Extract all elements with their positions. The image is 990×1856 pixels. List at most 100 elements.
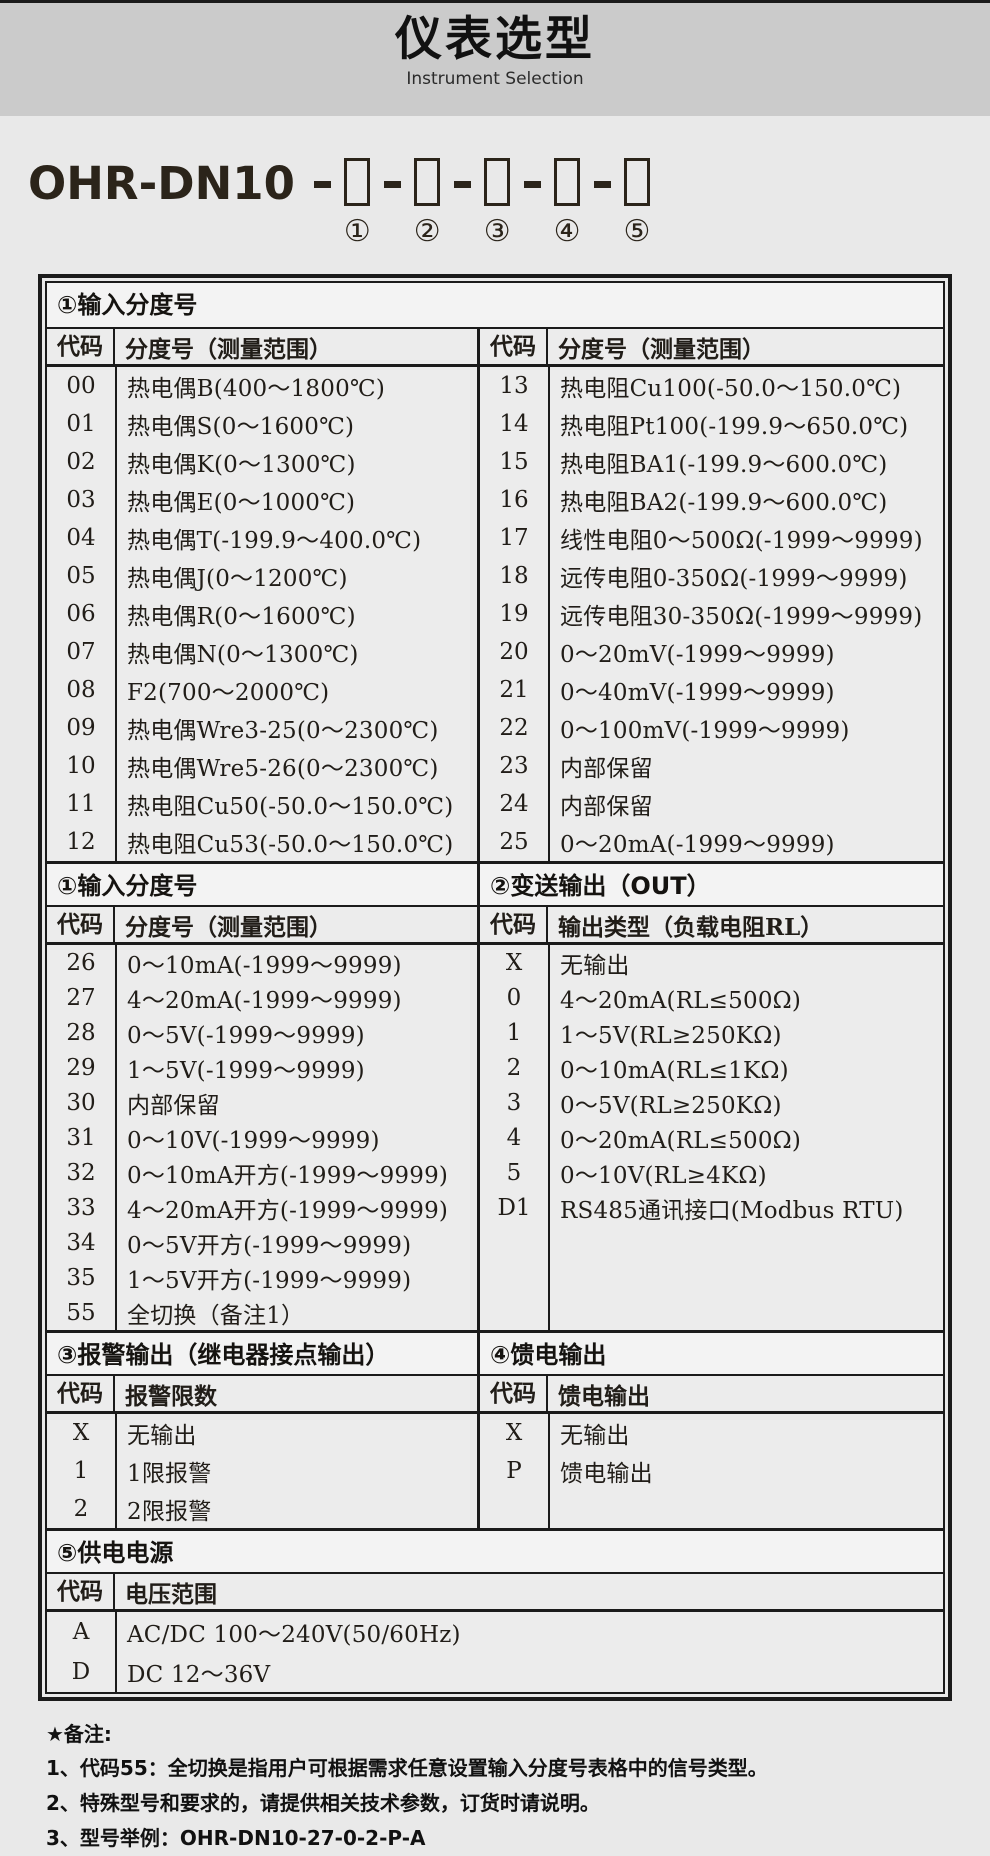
model-code-box-4 xyxy=(554,158,581,206)
range-cell: 0～10mA(-1999～9999) xyxy=(127,952,402,979)
table-row: 12 热电阻Cu53(-50.0～150.0℃) xyxy=(47,823,477,861)
code-cell: 0 xyxy=(506,984,522,1011)
range-cell: 热电偶K(0～1300℃) xyxy=(127,452,356,478)
code-cell: 27 xyxy=(66,984,96,1011)
range-header: 分度号（测量范围） xyxy=(125,913,332,941)
output-type-cell: 0～20mA(RL≤500Ω) xyxy=(560,1127,802,1154)
table-row: 4 0～20mA(RL≤500Ω) xyxy=(480,1120,943,1155)
code-cell: 5 xyxy=(506,1159,522,1186)
table-row: 3 0～5V(RL≥250KΩ) xyxy=(480,1085,943,1120)
code-cell: 03 xyxy=(66,487,96,513)
column-headers: 代码 电压范围 xyxy=(47,1574,943,1612)
position-number-1: ① xyxy=(343,214,371,249)
code-cell: 07 xyxy=(66,639,96,665)
code-cell: 1 xyxy=(506,1019,522,1046)
table-row: 31 0～10V(-1999～9999) xyxy=(47,1120,477,1155)
range-header: 分度号（测量范围） xyxy=(558,335,765,363)
range-cell: 热电阻BA1(-199.9～600.0℃) xyxy=(560,452,888,478)
output-type-header: 输出类型（负载电阻RL） xyxy=(558,913,824,941)
section-3-right-title: ④馈电输出 xyxy=(490,1341,607,1369)
range-header: 分度号（测量范围） xyxy=(125,335,332,363)
dash xyxy=(313,181,331,188)
table-row: 29 1～5V(-1999～9999) xyxy=(47,1050,477,1085)
section-2-left-title: ①输入分度号 xyxy=(47,864,480,905)
range-cell: 内部保留 xyxy=(560,794,653,820)
range-cell: 热电偶J(0～1200℃) xyxy=(127,566,348,592)
model-slot-5: ⑤ xyxy=(624,158,650,248)
code-cell: 16 xyxy=(499,487,529,513)
range-cell: 全切换（备注1） xyxy=(127,1302,305,1329)
range-cell: 热电阻Cu50(-50.0～150.0℃) xyxy=(127,794,454,820)
page-subtitle: Instrument Selection xyxy=(406,69,584,89)
code-cell: 29 xyxy=(66,1054,96,1081)
section-transmit-output: ①输入分度号 ②变送输出（OUT） 代码 分度号（测量范围） xyxy=(47,861,943,1330)
table-row: 18 远传电阻0-350Ω(-1999～9999) xyxy=(480,557,943,595)
output-type-cell: 0～10mA(RL≤1KΩ) xyxy=(560,1057,789,1084)
range-cell: F2(700～2000℃) xyxy=(127,680,330,706)
column-headers: 代码 分度号（测量范围） xyxy=(480,329,943,367)
code-cell: 23 xyxy=(499,753,529,779)
range-cell: 热电偶N(0～1300℃) xyxy=(127,642,359,668)
range-cell: 热电偶S(0～1600℃) xyxy=(127,414,355,440)
remarks: ★备注: 1、代码55：全切换是指用户可根据需求任意设置输入分度号表格中的信号类… xyxy=(46,1717,950,1856)
model-code-box-2 xyxy=(414,158,441,206)
code-cell: X xyxy=(72,1420,90,1446)
range-cell: 4～20mA(-1999～9999) xyxy=(127,987,402,1014)
table-row: 35 1～5V开方(-1999～9999) xyxy=(47,1260,477,1295)
remarks-title: ★备注: xyxy=(46,1722,112,1746)
table-row: X 无输出 xyxy=(47,1414,477,1452)
code-header: 代码 xyxy=(480,1376,548,1411)
table-row: 00 热电偶B(400～1800℃) xyxy=(47,367,477,405)
code-header: 代码 xyxy=(47,329,115,364)
feed-output-header: 馈电输出 xyxy=(558,1382,650,1410)
range-cell: 内部保留 xyxy=(127,1092,220,1119)
voltage-range-cell: DC 12～36V xyxy=(127,1662,271,1688)
code-header: 代码 xyxy=(47,1574,115,1609)
code-cell: 26 xyxy=(66,949,96,976)
column-headers: 代码 分度号（测量范围） xyxy=(47,329,477,367)
range-cell: 远传电阻30-350Ω(-1999～9999) xyxy=(560,604,923,630)
code-cell: 30 xyxy=(66,1089,96,1116)
table-row: 07 热电偶N(0～1300℃) xyxy=(47,633,477,671)
table-row: 22 0～100mV(-1999～9999) xyxy=(480,709,943,747)
table-row: 16 热电阻BA2(-199.9～600.0℃) xyxy=(480,481,943,519)
code-cell: 24 xyxy=(499,791,529,817)
section-input-graduation: ①输入分度号 代码 分度号（测量范围） 00 热电偶B(400～ xyxy=(47,283,943,861)
code-cell: 34 xyxy=(66,1229,96,1256)
column-headers: 代码 报警限数 xyxy=(47,1376,477,1414)
code-cell: 11 xyxy=(66,791,96,817)
code-cell: P xyxy=(506,1458,522,1484)
table-row: 03 热电偶E(0～1000℃) xyxy=(47,481,477,519)
table-row: 21 0～40mV(-1999～9999) xyxy=(480,671,943,709)
table-row: D1 RS485通讯接口(Modbus RTU) xyxy=(480,1190,943,1225)
code-cell: 35 xyxy=(66,1264,96,1291)
code-cell: 4 xyxy=(506,1124,522,1151)
code-cell: 28 xyxy=(66,1019,96,1046)
model-code-box-3 xyxy=(484,158,511,206)
output-type-cell: 0～10V(RL≥4KΩ) xyxy=(560,1162,767,1189)
code-cell: 19 xyxy=(499,601,529,627)
range-cell: 热电偶T(-199.9～400.0℃) xyxy=(127,528,422,554)
column-headers: 代码 馈电输出 xyxy=(480,1376,943,1414)
alarm-limit-cell: 无输出 xyxy=(127,1423,197,1449)
code-cell: 31 xyxy=(66,1124,96,1151)
table-row: 30 内部保留 xyxy=(47,1085,477,1120)
range-cell: 热电偶E(0～1000℃) xyxy=(127,490,356,516)
position-number-2: ② xyxy=(413,214,441,249)
table-row: 11 热电阻Cu50(-50.0～150.0℃) xyxy=(47,785,477,823)
code-cell: 05 xyxy=(66,563,96,589)
model-prefix: OHR-DN10 xyxy=(28,157,295,210)
table-row: 23 内部保留 xyxy=(480,747,943,785)
code-cell: 13 xyxy=(499,373,529,399)
model-slot-2: ② xyxy=(414,158,441,248)
dash xyxy=(453,181,471,188)
range-cell: 热电阻Cu100(-50.0～150.0℃) xyxy=(560,376,902,402)
table-row: 09 热电偶Wre3-25(0～2300℃) xyxy=(47,709,477,747)
section-1-title: ①输入分度号 xyxy=(47,283,943,329)
range-cell: 热电偶R(0～1600℃) xyxy=(127,604,356,630)
alarm-limit-cell: 2限报警 xyxy=(127,1499,212,1525)
range-cell: 0～5V开方(-1999～9999) xyxy=(127,1232,412,1259)
position-number-3: ③ xyxy=(483,214,511,249)
remark-item: 3、型号举例：OHR-DN10-27-0-2-P-A xyxy=(46,1826,426,1850)
code-cell: 14 xyxy=(499,411,529,437)
